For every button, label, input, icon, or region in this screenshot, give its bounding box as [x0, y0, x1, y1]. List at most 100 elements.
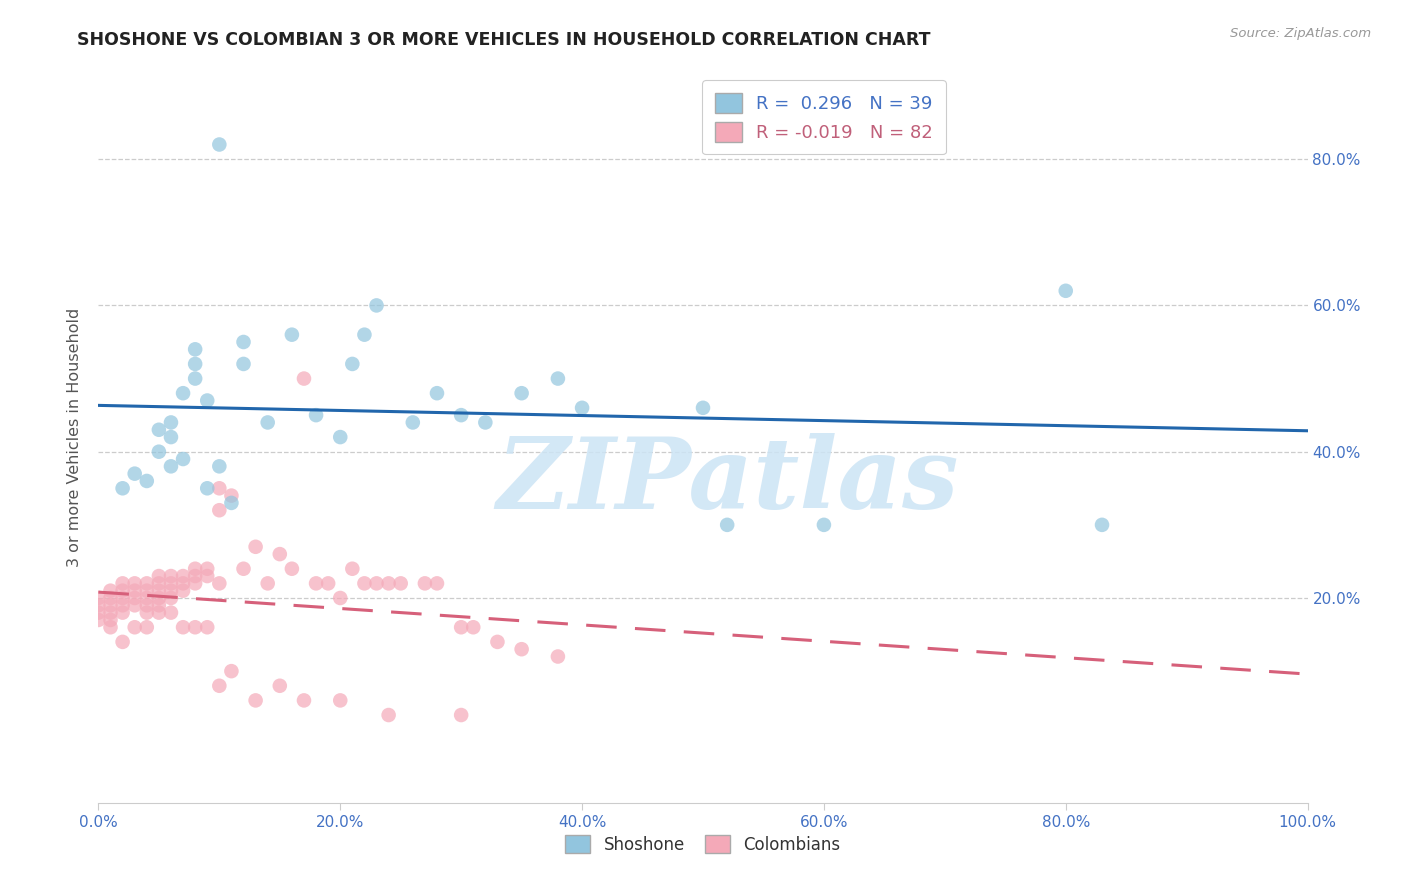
- Point: [148, 576, 170, 591]
- Point: [148, 599, 170, 613]
- Point: [184, 620, 207, 634]
- Point: [547, 649, 569, 664]
- Point: [87, 613, 110, 627]
- Point: [124, 576, 146, 591]
- Point: [148, 569, 170, 583]
- Text: ZIPatlas: ZIPatlas: [496, 433, 959, 529]
- Point: [692, 401, 714, 415]
- Point: [100, 591, 122, 605]
- Point: [353, 576, 375, 591]
- Point: [510, 386, 533, 401]
- Point: [426, 576, 449, 591]
- Point: [450, 408, 472, 422]
- Point: [111, 606, 134, 620]
- Point: [184, 562, 207, 576]
- Point: [160, 430, 183, 444]
- Point: [316, 576, 339, 591]
- Point: [160, 569, 183, 583]
- Point: [269, 547, 291, 561]
- Point: [366, 298, 388, 312]
- Point: [124, 620, 146, 634]
- Point: [111, 576, 134, 591]
- Point: [305, 408, 328, 422]
- Point: [148, 591, 170, 605]
- Point: [377, 708, 399, 723]
- Point: [135, 606, 157, 620]
- Point: [87, 606, 110, 620]
- Point: [232, 357, 254, 371]
- Point: [124, 467, 146, 481]
- Point: [413, 576, 436, 591]
- Point: [172, 452, 194, 467]
- Point: [124, 599, 146, 613]
- Point: [342, 357, 364, 371]
- Point: [329, 693, 352, 707]
- Point: [547, 371, 569, 385]
- Point: [1091, 517, 1114, 532]
- Point: [1054, 284, 1077, 298]
- Point: [402, 416, 425, 430]
- Point: [389, 576, 412, 591]
- Point: [245, 540, 267, 554]
- Point: [160, 576, 183, 591]
- Point: [184, 343, 207, 357]
- Point: [426, 386, 449, 401]
- Point: [195, 562, 218, 576]
- Point: [208, 679, 231, 693]
- Point: [463, 620, 485, 634]
- Point: [172, 569, 194, 583]
- Point: [366, 576, 388, 591]
- Point: [342, 562, 364, 576]
- Text: Source: ZipAtlas.com: Source: ZipAtlas.com: [1230, 27, 1371, 40]
- Point: [245, 693, 267, 707]
- Point: [281, 327, 304, 342]
- Point: [450, 708, 472, 723]
- Point: [172, 620, 194, 634]
- Point: [184, 371, 207, 385]
- Point: [232, 334, 254, 349]
- Point: [100, 613, 122, 627]
- Point: [172, 576, 194, 591]
- Point: [329, 591, 352, 605]
- Point: [450, 620, 472, 634]
- Point: [111, 591, 134, 605]
- Point: [195, 393, 218, 408]
- Point: [111, 635, 134, 649]
- Point: [135, 576, 157, 591]
- Point: [135, 583, 157, 598]
- Point: [571, 401, 593, 415]
- Point: [135, 591, 157, 605]
- Point: [111, 583, 134, 598]
- Point: [353, 327, 375, 342]
- Point: [208, 503, 231, 517]
- Text: SHOSHONE VS COLOMBIAN 3 OR MORE VEHICLES IN HOUSEHOLD CORRELATION CHART: SHOSHONE VS COLOMBIAN 3 OR MORE VEHICLES…: [77, 31, 931, 49]
- Point: [221, 664, 243, 678]
- Point: [510, 642, 533, 657]
- Point: [195, 481, 218, 495]
- Point: [474, 416, 496, 430]
- Point: [232, 562, 254, 576]
- Point: [124, 583, 146, 598]
- Point: [813, 517, 835, 532]
- Point: [305, 576, 328, 591]
- Point: [184, 357, 207, 371]
- Point: [292, 371, 315, 385]
- Point: [172, 583, 194, 598]
- Point: [100, 620, 122, 634]
- Point: [172, 386, 194, 401]
- Point: [292, 693, 315, 707]
- Point: [135, 474, 157, 488]
- Point: [135, 620, 157, 634]
- Point: [281, 562, 304, 576]
- Point: [208, 459, 231, 474]
- Point: [256, 576, 278, 591]
- Point: [160, 606, 183, 620]
- Point: [100, 606, 122, 620]
- Point: [208, 576, 231, 591]
- Y-axis label: 3 or more Vehicles in Household: 3 or more Vehicles in Household: [67, 308, 83, 566]
- Point: [148, 606, 170, 620]
- Point: [221, 489, 243, 503]
- Point: [148, 423, 170, 437]
- Point: [160, 416, 183, 430]
- Point: [135, 599, 157, 613]
